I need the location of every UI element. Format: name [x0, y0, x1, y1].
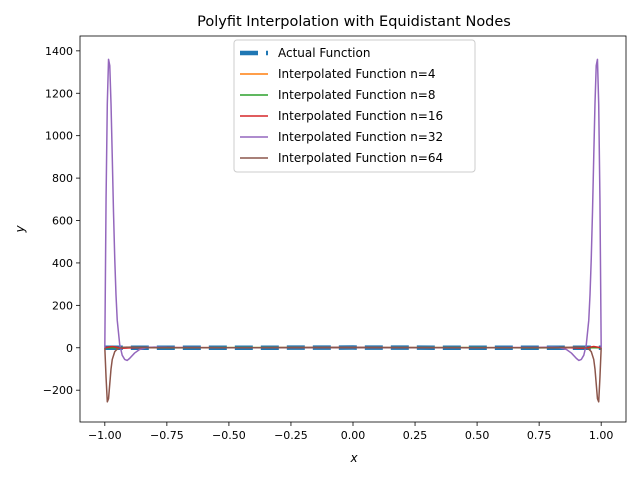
x-axis-label: x [349, 451, 358, 465]
y-tick-label: 1400 [45, 45, 73, 58]
y-tick-label: 1000 [45, 130, 73, 143]
y-tick-label: 600 [52, 215, 73, 228]
y-axis-label: y [13, 225, 27, 234]
series-lines [104, 58, 602, 403]
x-axis: −1.00 −0.75 −0.50 −0.25 0.00 0.25 0.50 0.75 1.00 [88, 422, 613, 442]
chart-title: Polyfit Interpolation with Equidistant N… [197, 14, 511, 30]
y-tick-label: 800 [52, 172, 73, 185]
legend-label-interpolated-function-n-64: Interpolated Function n=64 [278, 151, 443, 165]
y-tick-label: 400 [52, 257, 73, 270]
legend-label-actual-function: Actual Function [278, 46, 370, 60]
legend-box [233, 39, 476, 173]
y-tick-label: 200 [52, 299, 73, 312]
legend-label-interpolated-function-n-8: Interpolated Function n=8 [278, 88, 435, 102]
x-tick-label: 1.00 [589, 429, 614, 442]
x-tick-label: −0.50 [212, 429, 246, 442]
legend-label-interpolated-function-n-16: Interpolated Function n=16 [278, 109, 443, 123]
x-tick-label: −0.75 [150, 429, 184, 442]
legend: Actual Function Interpolated Function n=4… [233, 39, 476, 173]
x-tick-label: −0.25 [274, 429, 308, 442]
x-tick-label: −1.00 [88, 429, 122, 442]
x-tick-label: 0.50 [465, 429, 490, 442]
series-line-interpolated-function-n-64 [104, 346, 602, 403]
y-tick-label: 1200 [45, 87, 73, 100]
plot-area [79, 35, 627, 423]
legend-label-interpolated-function-n-4: Interpolated Function n=4 [278, 67, 435, 81]
y-tick-label: 0 [66, 342, 73, 355]
x-tick-label: 0.00 [341, 429, 366, 442]
legend-label-interpolated-function-n-32: Interpolated Function n=32 [278, 130, 443, 144]
x-tick-label: 0.25 [403, 429, 428, 442]
y-tick-label: −200 [43, 384, 73, 397]
y-axis: −200 0 200 400 600 800 1000 1200 1400 [43, 45, 80, 397]
x-tick-label: 0.75 [527, 429, 552, 442]
